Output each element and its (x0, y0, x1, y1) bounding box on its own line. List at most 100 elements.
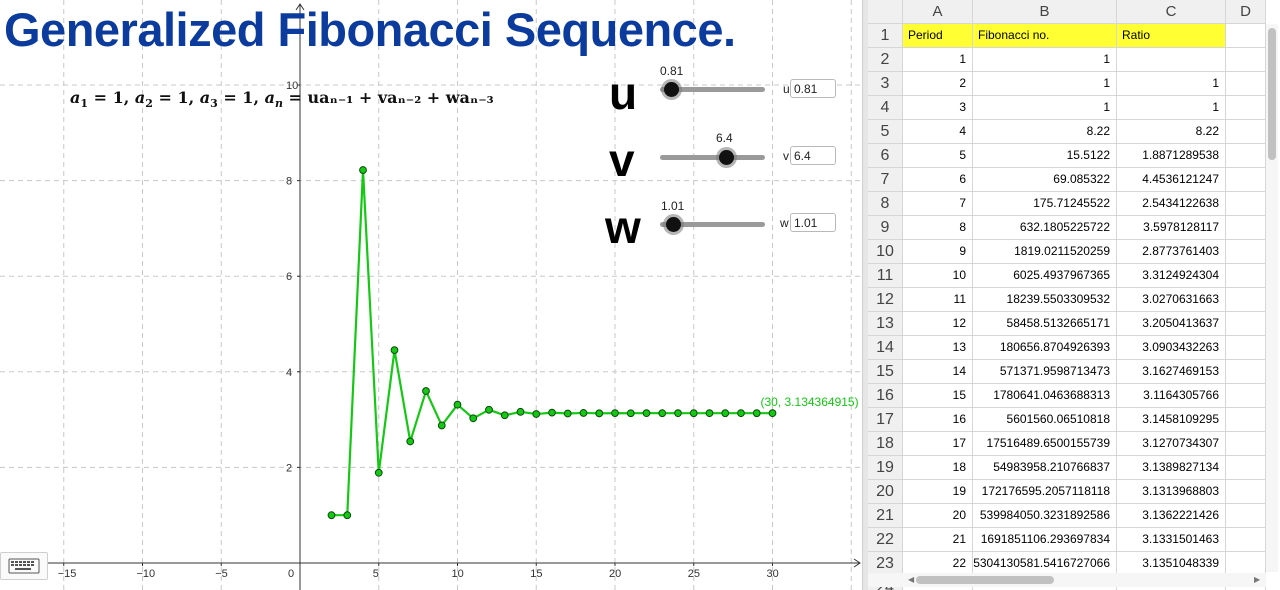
cell-b10[interactable]: 1819.0211520259 (973, 240, 1117, 264)
cell-b19[interactable]: 54983958.210766837 (973, 456, 1117, 480)
vertical-scroll-thumb[interactable] (1268, 28, 1276, 160)
cell-d7[interactable] (1226, 168, 1266, 192)
data-point[interactable] (359, 166, 367, 174)
data-point[interactable] (548, 408, 556, 417)
column-header-a[interactable]: A (903, 0, 973, 24)
row-header[interactable]: 10 (868, 240, 903, 264)
data-point[interactable] (327, 511, 336, 520)
cell-a4[interactable]: 3 (903, 96, 973, 120)
data-point[interactable] (422, 387, 430, 395)
column-header-d[interactable]: D (1226, 0, 1266, 24)
cell-d4[interactable] (1226, 96, 1266, 120)
row-header[interactable]: 20 (868, 480, 903, 504)
cell-d14[interactable] (1226, 336, 1266, 360)
cell-a7[interactable]: 6 (903, 168, 973, 192)
cell-c18[interactable]: 3.1270734307 (1117, 432, 1226, 456)
row-header[interactable]: 18 (868, 432, 903, 456)
cell-c20[interactable]: 3.1313968803 (1117, 480, 1226, 504)
cell-c17[interactable]: 3.1458109295 (1117, 408, 1226, 432)
row-header[interactable]: 16 (868, 384, 903, 408)
row-header[interactable]: 7 (868, 168, 903, 192)
cell-a10[interactable]: 9 (903, 240, 973, 264)
row-header[interactable]: 19 (868, 456, 903, 480)
cell-a21[interactable]: 20 (903, 504, 973, 528)
cell-d16[interactable] (1226, 384, 1266, 408)
cell-c12[interactable]: 3.0270631663 (1117, 288, 1226, 312)
cell-b16[interactable]: 1780641.0463688313 (973, 384, 1117, 408)
cell-a16[interactable]: 15 (903, 384, 973, 408)
cell-b4[interactable]: 1 (973, 96, 1117, 120)
column-header-c[interactable]: C (1117, 0, 1226, 24)
row-header[interactable]: 1 (868, 24, 903, 48)
data-point[interactable] (390, 346, 399, 355)
cell-a5[interactable]: 4 (903, 120, 973, 144)
cell-a19[interactable]: 18 (903, 456, 973, 480)
cell-b11[interactable]: 6025.4937967365 (973, 264, 1117, 288)
cell-c15[interactable]: 3.1627469153 (1117, 360, 1226, 384)
data-point[interactable] (406, 437, 415, 446)
data-point[interactable] (500, 411, 509, 420)
data-point[interactable] (469, 414, 478, 423)
cell-a17[interactable]: 16 (903, 408, 973, 432)
cell-a12[interactable]: 11 (903, 288, 973, 312)
data-point[interactable] (516, 407, 525, 416)
data-point[interactable] (658, 409, 667, 418)
view-divider[interactable] (862, 0, 868, 590)
cell-d17[interactable] (1226, 408, 1266, 432)
sequence-series[interactable] (327, 166, 777, 520)
data-point[interactable] (626, 409, 635, 418)
cell-c8[interactable]: 2.5434122638 (1117, 192, 1226, 216)
slider-u-track[interactable] (660, 87, 765, 92)
cell-c22[interactable]: 3.1331501463 (1117, 528, 1226, 552)
data-point[interactable] (579, 409, 588, 417)
cell-a20[interactable]: 19 (903, 480, 973, 504)
data-point[interactable] (705, 409, 714, 418)
cell-c7[interactable]: 4.4536121247 (1117, 168, 1226, 192)
data-point[interactable] (611, 409, 619, 417)
data-point[interactable] (453, 400, 462, 409)
sheet-corner[interactable] (868, 0, 903, 24)
row-header[interactable]: 14 (868, 336, 903, 360)
cell-d11[interactable] (1226, 264, 1266, 288)
cell-d12[interactable] (1226, 288, 1266, 312)
cell-d2[interactable] (1226, 48, 1266, 72)
cell-c11[interactable]: 3.3124924304 (1117, 264, 1226, 288)
data-point[interactable] (674, 409, 682, 418)
data-point[interactable] (737, 409, 745, 418)
cell-a15[interactable]: 14 (903, 360, 973, 384)
cell-d22[interactable] (1226, 528, 1266, 552)
cell-b18[interactable]: 17516489.6500155739 (973, 432, 1117, 456)
cell-c14[interactable]: 3.0903432263 (1117, 336, 1226, 360)
data-point[interactable] (752, 409, 761, 418)
row-header[interactable]: 8 (868, 192, 903, 216)
cell-b9[interactable]: 632.1805225722 (973, 216, 1117, 240)
row-header[interactable]: 6 (868, 144, 903, 168)
scroll-left-icon[interactable]: ◀ (908, 575, 915, 584)
vertical-scrollbar[interactable] (1266, 24, 1278, 572)
cell-c21[interactable]: 3.1362221426 (1117, 504, 1226, 528)
cell-b3[interactable]: 1 (973, 72, 1117, 96)
cell-a14[interactable]: 13 (903, 336, 973, 360)
horizontal-scrollbar[interactable]: ◀ ▶ (868, 573, 1266, 587)
cell-a11[interactable]: 10 (903, 264, 973, 288)
v-input[interactable]: 6.4 (790, 146, 836, 165)
cell-a1[interactable]: Period (903, 24, 973, 48)
cell-d5[interactable] (1226, 120, 1266, 144)
cell-c4[interactable]: 1 (1117, 96, 1226, 120)
w-input[interactable]: 1.01 (790, 213, 836, 232)
cell-a9[interactable]: 8 (903, 216, 973, 240)
cell-c1[interactable]: Ratio (1117, 24, 1226, 48)
row-header[interactable]: 5 (868, 120, 903, 144)
cell-c5[interactable]: 8.22 (1117, 120, 1226, 144)
data-point[interactable] (768, 409, 777, 418)
slider-w-track[interactable] (660, 222, 765, 227)
cell-a18[interactable]: 17 (903, 432, 973, 456)
cell-d1[interactable] (1226, 24, 1266, 48)
cell-b20[interactable]: 172176595.2057118118 (973, 480, 1117, 504)
row-header[interactable]: 3 (868, 72, 903, 96)
scroll-right-icon[interactable]: ▶ (1254, 575, 1261, 584)
cell-c10[interactable]: 2.8773761403 (1117, 240, 1226, 264)
data-point[interactable] (563, 409, 572, 418)
cell-b7[interactable]: 69.085322 (973, 168, 1117, 192)
row-header[interactable]: 4 (868, 96, 903, 120)
